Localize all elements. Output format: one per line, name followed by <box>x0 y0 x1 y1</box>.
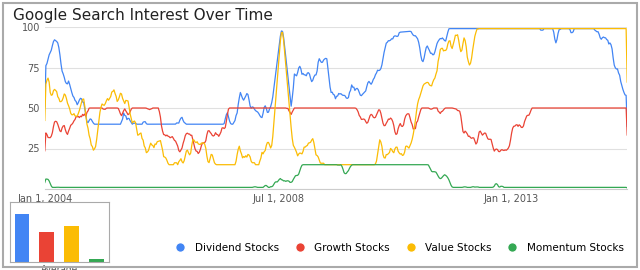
Bar <box>64 226 79 262</box>
X-axis label: Average: Average <box>40 265 78 270</box>
Bar <box>40 232 54 262</box>
Text: Google Search Interest Over Time: Google Search Interest Over Time <box>13 8 273 23</box>
Legend: Dividend Stocks, Growth Stocks, Value Stocks, Momentum Stocks: Dividend Stocks, Growth Stocks, Value St… <box>165 238 628 257</box>
Bar <box>89 259 104 262</box>
Bar <box>15 214 29 262</box>
